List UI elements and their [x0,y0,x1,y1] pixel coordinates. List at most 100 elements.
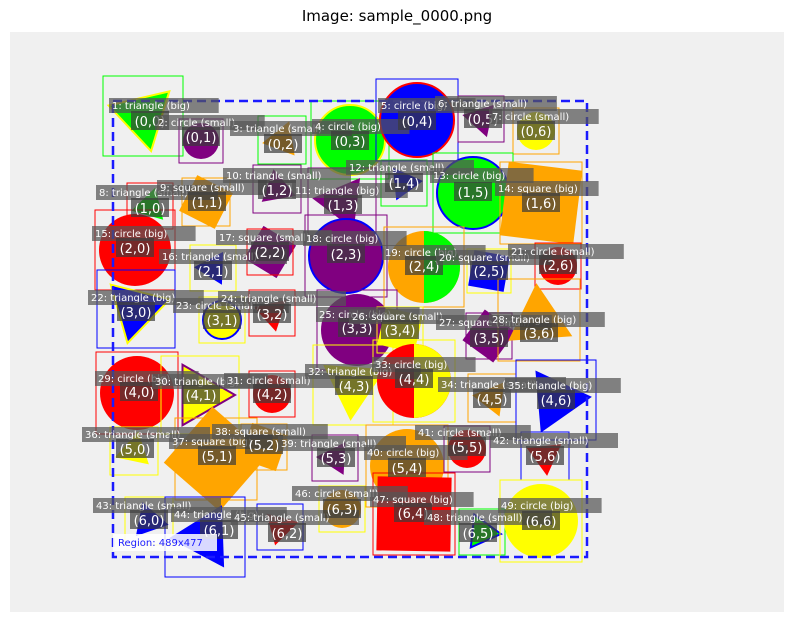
grid-text-21: (2,6) [543,259,574,274]
grid-text-9: (1,1) [192,196,223,211]
label-text-46: 46: circle (small) [295,489,379,500]
grid-text-33: (4,4) [399,373,430,388]
label-text-43: 43: triangle (small) [96,501,192,512]
grid-box-41 [448,437,486,456]
object-label-47: 47: square (big)(6,4) [370,492,474,522]
label-box-48 [424,510,552,525]
grid-text-2: (0,1) [186,131,217,146]
grid-box-27 [470,328,508,347]
grid-box-28 [520,323,558,342]
bbox-31 [248,370,296,418]
label-text-8: 8: triangle (small) [99,188,188,199]
grid-text-4: (0,3) [335,135,366,150]
grid-box-47 [394,503,432,522]
grid-text-15: (2,0) [120,242,151,257]
label-text-44: 44: triangle (big) [174,510,258,521]
grid-box-5 [398,111,436,130]
grid-box-43 [130,510,168,529]
label-text-42: 42: triangle (small) [493,436,589,447]
grid-text-46: (6,3) [327,503,358,518]
label-box-28 [489,312,605,327]
grid-text-23: (3,1) [207,314,238,329]
label-text-32: 32: triangle (big) [308,367,392,378]
label-text-17: 17: square (small) [219,233,310,244]
grid-text-47: (6,4) [398,507,429,522]
bbox-21 [534,242,582,290]
label-box-13 [430,168,534,183]
label-text-4: 4: circle (big) [315,122,381,133]
grid-box-18 [327,244,365,263]
grid-text-45: (6,2) [272,527,303,542]
grid-text-41: (5,5) [452,441,483,456]
label-box-18 [303,231,407,246]
object-label-17: 17: square (small) (2,2) [216,230,332,261]
grid-box-19 [405,256,443,275]
label-box-7 [489,109,599,124]
label-box-21 [508,244,624,259]
figure-title: Image: sample_0000.png [301,7,493,25]
label-text-49: 49: circle (big) [501,501,573,512]
object-label-43: 43: triangle (small) (6,0) [93,498,221,529]
object-label-45: 45: triangle (small) (6,2) [231,510,359,542]
object-label-35: 35: triangle (big) (4,6) [505,378,621,409]
grid-box-2 [182,127,220,146]
label-text-27: 27: square (small) [439,318,530,329]
grid-text-13: (1,5) [458,186,489,201]
label-text-19: 19: circle (big) [385,248,457,259]
label-text-11: 11: triangle (big) [295,186,379,197]
grid-text-7: (0,6) [521,125,552,140]
label-box-6 [435,96,557,111]
grid-text-31: (4,2) [257,388,288,403]
label-text-29: 29: circle (big) [98,374,170,385]
label-text-48: 48: triangle (small) [427,513,523,524]
grid-box-12 [385,173,423,192]
grid-box-36 [116,439,154,458]
labels-layer: 1: triangle (big)(0,0)2: circle (small)(… [82,96,624,542]
grid-text-37: (5,1) [202,450,233,465]
label-text-3: 3: triangle (small) [233,124,322,135]
object-label-40: 40: circle (big) (5,4) [364,445,468,477]
label-box-14 [495,181,599,196]
region-label: Region: 489x477 [118,538,203,549]
label-text-22: 22: triangle (big) [91,293,175,304]
object-label-11: 11: triangle (big) (1,3) [292,183,408,214]
object-label-13: 13: circle (big) (1,5) [430,168,534,201]
object-label-28: 28: triangle (big)(3,6) [489,312,605,342]
label-box-17 [216,230,332,245]
label-box-40 [364,445,468,460]
grid-text-30: (4,1) [186,389,217,404]
label-text-39: 39: triangle (small) [281,439,377,450]
grid-box-45 [268,523,306,542]
label-box-42 [490,433,618,448]
object-label-9: 9: square (small) (1,1) [157,180,267,211]
label-text-9: 9: square (small) [160,183,245,194]
grid-text-28: (3,6) [524,327,555,342]
label-text-35: 35: triangle (big) [508,381,592,392]
grid-text-25: (3,3) [342,322,373,337]
grid-text-40: (5,4) [392,462,423,477]
label-text-41: 41: circle (small) [418,428,502,439]
grid-text-49: (6,6) [526,515,557,530]
label-text-45: 45: triangle (small) [234,513,330,524]
label-text-28: 28: triangle (big) [492,315,576,326]
grid-box-22 [117,302,155,321]
label-text-18: 18: circle (big) [306,234,378,245]
grid-box-40 [388,458,426,477]
bbox-20 [466,248,512,294]
grid-box-3 [264,134,302,153]
label-box-33 [372,357,476,372]
label-text-30: 30: triangle (big) [155,377,239,388]
label-text-14: 14: square (big) [498,184,578,195]
bbox-16 [189,244,237,292]
label-text-24: 24: triangle (small) [221,294,317,305]
region-label-bg [113,534,217,551]
label-text-16: 16: triangle (small) [162,252,258,263]
grid-text-36: (5,0) [120,443,151,458]
label-box-4 [312,119,410,134]
grid-text-24: (3,2) [257,308,288,323]
grid-text-42: (5,6) [530,450,561,465]
grid-box-48 [459,523,497,542]
grid-box-16 [194,261,232,280]
grid-box-29 [120,382,158,401]
